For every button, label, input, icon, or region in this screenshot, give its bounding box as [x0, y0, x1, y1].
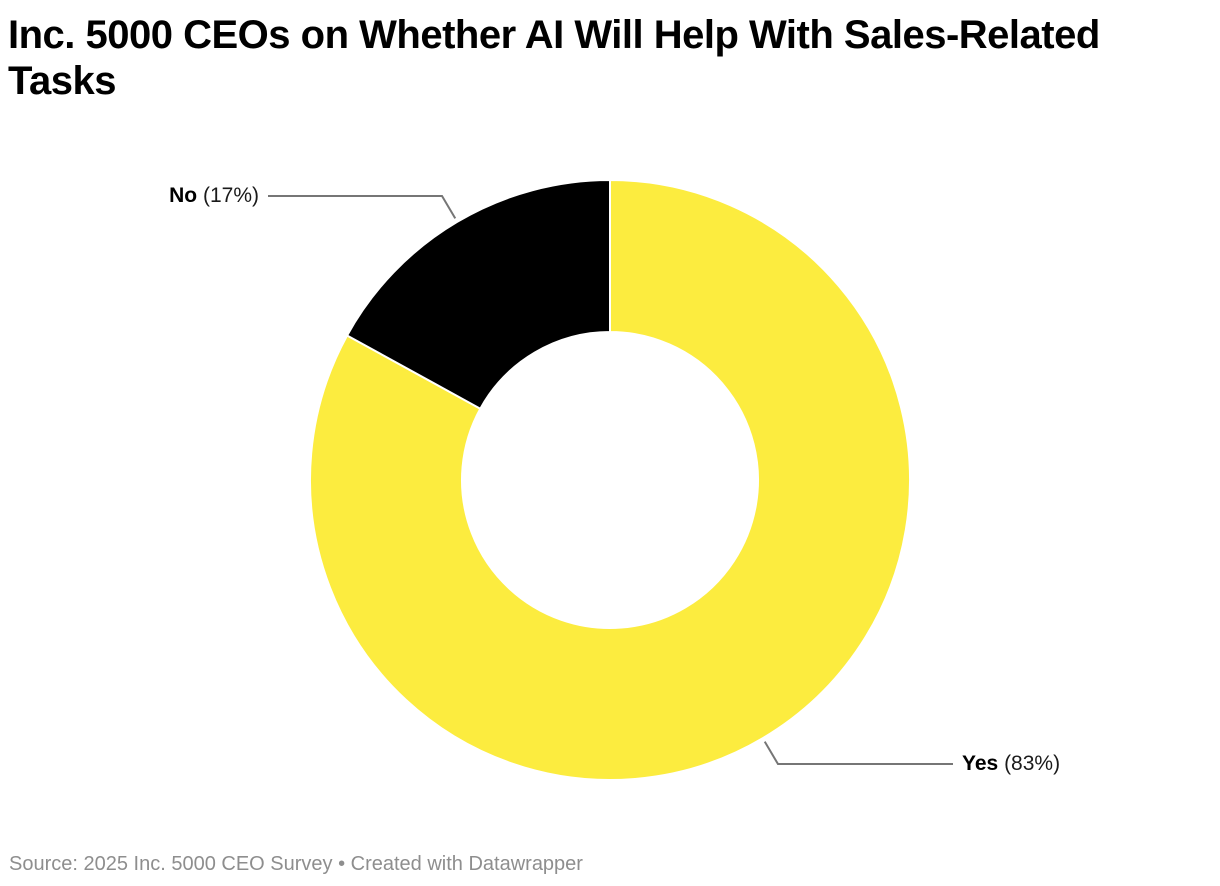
- pie-slice-no: [345, 178, 611, 411]
- slice-label-yes-value: (83%): [1004, 752, 1061, 776]
- source-attribution: Source: 2025 Inc. 5000 CEO Survey • Crea…: [9, 853, 583, 875]
- chart-title-line-1: Inc. 5000 CEOs on Whether AI Will Help W…: [8, 13, 1100, 57]
- pie-slice-yes: [309, 178, 911, 781]
- slice-label-no-value: (17%): [202, 183, 259, 207]
- slice-label-yes: Yes (83%): [962, 751, 1060, 777]
- leader-line-yes: [763, 741, 953, 766]
- chart-title: Inc. 5000 CEOs on Whether AI Will Help W…: [8, 12, 1100, 104]
- leader-line-no: [268, 194, 457, 219]
- slice-label-yes-category: Yes: [962, 752, 999, 776]
- chart-title-line-2: Tasks: [8, 59, 116, 103]
- slice-label-no: No (17%): [169, 183, 259, 209]
- slice-label-no-category: No: [169, 183, 198, 207]
